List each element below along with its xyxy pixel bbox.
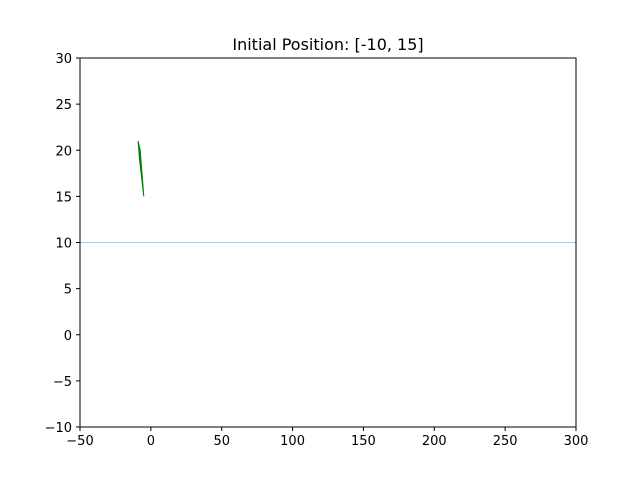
x-tick-label: 300 xyxy=(564,434,589,449)
position-shape xyxy=(137,140,145,197)
y-axis: −10 −5 0 5 10 15 20 25 30 xyxy=(45,52,80,436)
plot-area xyxy=(80,140,576,243)
x-tick-label: −50 xyxy=(66,434,93,449)
x-axis: −50 0 50 100 150 200 250 300 xyxy=(66,427,588,449)
chart-title: Initial Position: [-10, 15] xyxy=(232,35,423,54)
x-tick-label: 100 xyxy=(280,434,305,449)
y-tick-label: −10 xyxy=(45,421,72,436)
x-tick-label: 150 xyxy=(351,434,376,449)
y-tick-label: −5 xyxy=(53,375,72,390)
y-tick-label: 15 xyxy=(55,190,72,205)
y-tick-label: 5 xyxy=(64,283,72,298)
x-tick-label: 50 xyxy=(213,434,230,449)
x-tick-label: 200 xyxy=(422,434,447,449)
x-tick-label: 0 xyxy=(147,434,155,449)
x-tick-label: 250 xyxy=(493,434,518,449)
y-tick-label: 30 xyxy=(55,52,72,67)
y-tick-label: 10 xyxy=(55,237,72,252)
y-tick-label: 0 xyxy=(64,329,72,344)
y-tick-label: 20 xyxy=(55,144,72,159)
y-tick-label: 25 xyxy=(55,98,72,113)
